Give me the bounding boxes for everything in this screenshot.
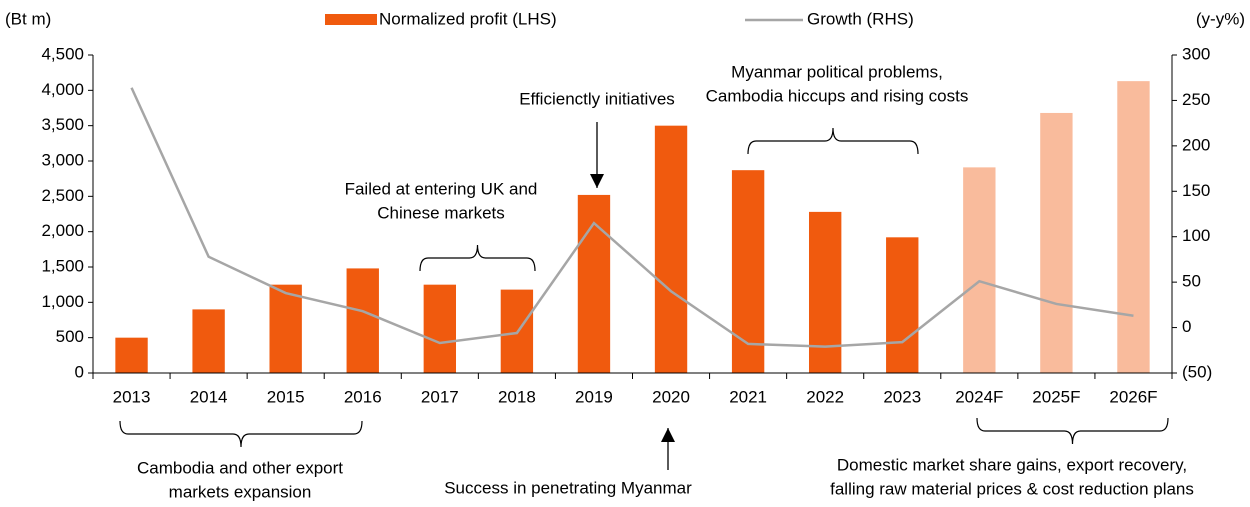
annotation: Cambodia and other export bbox=[137, 458, 343, 477]
bar bbox=[1117, 81, 1150, 373]
x-tick-label: 2016 bbox=[344, 387, 382, 406]
y-tick-label: 3,000 bbox=[41, 150, 84, 169]
y2-tick-label: 100 bbox=[1182, 226, 1210, 245]
bar bbox=[269, 284, 302, 373]
y2-tick-label: 300 bbox=[1182, 44, 1210, 63]
annotation: Success in penetrating Myanmar bbox=[444, 478, 692, 497]
brace bbox=[119, 420, 363, 448]
bar bbox=[731, 170, 765, 373]
brace bbox=[747, 127, 919, 155]
bar bbox=[654, 125, 688, 374]
y-tick-label: 4,500 bbox=[41, 44, 84, 63]
y-tick-label: 2,500 bbox=[41, 186, 84, 205]
y2-tick-label: 50 bbox=[1182, 272, 1201, 291]
bar bbox=[192, 309, 225, 373]
bar bbox=[808, 211, 842, 373]
bar bbox=[115, 337, 148, 373]
brace bbox=[976, 417, 1169, 445]
y-tick-label: 0 bbox=[75, 362, 84, 381]
x-tick-label: 2026F bbox=[1109, 387, 1157, 406]
y-tick-label: 2,000 bbox=[41, 221, 84, 240]
annotation: falling raw material prices & cost reduc… bbox=[830, 479, 1194, 498]
x-tick-label: 2025F bbox=[1032, 387, 1080, 406]
annotation: Domestic market share gains, export reco… bbox=[837, 455, 1187, 474]
annotation: Cambodia hiccups and rising costs bbox=[706, 86, 969, 105]
y-axis-label: (Bt m) bbox=[5, 9, 51, 28]
y-tick-label: 4,000 bbox=[41, 80, 84, 99]
y2-tick-label: 250 bbox=[1182, 90, 1210, 109]
x-tick-label: 2020 bbox=[652, 387, 690, 406]
annotation: Chinese markets bbox=[377, 203, 505, 222]
bar bbox=[1040, 112, 1073, 374]
y2-tick-label: 200 bbox=[1182, 135, 1210, 154]
x-tick-label: 2018 bbox=[498, 387, 536, 406]
x-tick-label: 2023 bbox=[883, 387, 921, 406]
x-tick-label: 2022 bbox=[806, 387, 844, 406]
annotation: markets expansion bbox=[169, 482, 312, 501]
legend-label: Normalized profit (LHS) bbox=[379, 9, 557, 28]
y-tick-label: 500 bbox=[56, 327, 84, 346]
bar bbox=[423, 284, 457, 373]
bar bbox=[886, 237, 919, 373]
bar bbox=[346, 268, 379, 373]
y2-tick-label: 0 bbox=[1182, 317, 1191, 336]
y-tick-label: 3,500 bbox=[41, 115, 84, 134]
y2-axis-label: (y-y%) bbox=[1196, 9, 1245, 28]
x-tick-label: 2017 bbox=[421, 387, 459, 406]
x-tick-label: 2019 bbox=[575, 387, 613, 406]
x-tick-label: 2014 bbox=[190, 387, 228, 406]
arrow-head bbox=[590, 174, 604, 188]
annotation: Failed at entering UK and bbox=[345, 179, 538, 198]
y-tick-label: 1,500 bbox=[41, 256, 84, 275]
y2-tick-label: 150 bbox=[1182, 181, 1210, 200]
legend-label: Growth (RHS) bbox=[807, 9, 914, 28]
brace bbox=[419, 244, 536, 272]
y-tick-label: 1,000 bbox=[41, 292, 84, 311]
annotation: Myanmar political problems, bbox=[731, 62, 943, 81]
x-tick-label: 2013 bbox=[113, 387, 151, 406]
legend-swatch bbox=[325, 14, 377, 25]
x-tick-label: 2024F bbox=[955, 387, 1003, 406]
bar bbox=[963, 167, 996, 373]
y2-tick-label: (50) bbox=[1182, 362, 1212, 381]
line-series bbox=[130, 87, 1134, 348]
x-tick-label: 2021 bbox=[729, 387, 767, 406]
x-tick-label: 2015 bbox=[267, 387, 305, 406]
arrow-head bbox=[661, 428, 675, 442]
annotation: Efficienctly initiatives bbox=[519, 89, 675, 108]
